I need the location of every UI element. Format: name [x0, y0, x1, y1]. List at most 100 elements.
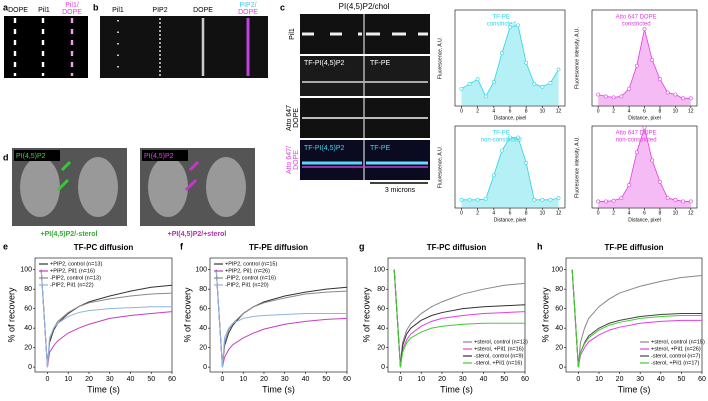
x-tick-label: 10	[540, 108, 546, 114]
y-tick-label: 0	[559, 364, 563, 371]
y-tick-label: 60	[377, 306, 385, 313]
x-axis-label: Time (s)	[87, 384, 120, 394]
annotation: TF-PE	[493, 131, 510, 137]
marker	[673, 197, 678, 202]
x-tick-label: 8	[659, 210, 662, 216]
marker	[475, 77, 480, 82]
y-tick-label: 0	[381, 364, 385, 371]
y-tick-label: 80	[24, 286, 32, 293]
cell	[78, 157, 118, 217]
x-tick-label: 30	[636, 376, 644, 383]
x-tick-label: 12	[556, 210, 562, 216]
x-tick-label: 2	[612, 108, 615, 114]
area	[598, 29, 691, 107]
x-tick-label: 2	[612, 210, 615, 216]
y-tick-label: 100	[551, 267, 563, 274]
y-tick-label: 40	[24, 325, 32, 332]
marker	[475, 197, 480, 202]
x-tick-label: 60	[168, 376, 176, 383]
marker	[650, 58, 655, 62]
y-tick-label: 80	[555, 286, 563, 293]
legend-label: -PIP2, Pil1 (n=22)	[50, 282, 94, 288]
panel-label: c	[280, 2, 285, 12]
marker	[491, 173, 496, 178]
x-tick-label: 4	[628, 108, 631, 114]
x-tick-label: 0	[460, 108, 463, 114]
y-tick-label: 20	[24, 344, 32, 351]
line	[571, 269, 703, 368]
y-tick-label: 20	[199, 344, 207, 351]
y-axis-label: % of recovery	[540, 287, 550, 343]
area	[461, 25, 559, 106]
y-tick-label: 80	[199, 286, 207, 293]
legend-label: -PIP2, Pil1 (n=20)	[225, 282, 269, 288]
y-tick-label: 20	[555, 344, 563, 351]
marker	[459, 86, 464, 91]
marker	[508, 135, 512, 140]
line	[40, 269, 172, 368]
panel-label: h	[537, 241, 543, 251]
marker	[596, 92, 601, 97]
row-label: DOPE	[293, 150, 300, 170]
image-label: DOPE	[62, 9, 82, 16]
x-tick-label: 4	[628, 210, 631, 216]
annotation: Atto 647 DOPE	[616, 131, 657, 137]
inset-label: TF-PE	[370, 145, 391, 152]
legend-label: +sterol, control (n=13)	[474, 339, 528, 345]
chart-title: TF-PC diffusion	[74, 243, 134, 252]
image-label: PIP2/	[239, 2, 256, 9]
x-axis-label: Distance, pixel	[628, 217, 661, 223]
y-tick-label: 80	[377, 286, 385, 293]
line	[393, 269, 525, 368]
x-tick-label: 30	[459, 376, 467, 383]
x-tick-label: 60	[698, 376, 706, 383]
panel-label: a	[3, 2, 9, 12]
y-tick-label: 40	[377, 325, 385, 332]
legend-label: +sterol, +Pil1 (n=26)	[651, 346, 701, 352]
annotation: constricted	[487, 22, 516, 28]
legend-label: +PIP2, control (n=15)	[225, 261, 277, 267]
inset-label: PI(4,5)P2	[16, 153, 46, 160]
marker	[491, 80, 496, 84]
x-tick-label: 6	[509, 210, 512, 216]
micrograph	[300, 14, 430, 54]
line	[215, 269, 348, 368]
x-tick-label: 12	[688, 210, 694, 216]
y-axis-label: Fluorescence intensity, A.U.	[574, 27, 580, 89]
chart-title: TF-PE diffusion	[249, 243, 308, 252]
x-tick-label: 0	[46, 376, 50, 383]
legend-label: -PIP2, control (n=13)	[50, 275, 101, 281]
x-tick-label: 50	[677, 376, 685, 383]
annotation: constricted	[622, 22, 651, 28]
marker	[665, 196, 670, 201]
panel-label: d	[3, 152, 9, 162]
marker	[619, 196, 624, 201]
marker	[516, 135, 520, 140]
marker	[467, 197, 472, 202]
marker	[467, 82, 472, 86]
marker	[524, 60, 529, 65]
x-axis-label: Distance, pixel	[628, 115, 661, 121]
x-tick-label: 10	[595, 376, 603, 383]
y-axis-label: % of recovery	[6, 287, 16, 343]
marker	[540, 197, 545, 202]
caption: +PI(4,5)P2/+sterol	[168, 231, 227, 238]
x-tick-label: 20	[85, 376, 93, 383]
row-label: Pil1	[289, 28, 296, 40]
x-tick-label: 10	[239, 376, 247, 383]
marker	[658, 77, 662, 82]
y-axis-label: % of recovery	[182, 287, 192, 343]
inset-label: TF-PI(4,5)P2	[304, 60, 345, 67]
x-tick-label: 6	[643, 210, 646, 216]
legend-label: +PIP2, Pil1 (n=26)	[225, 268, 270, 274]
inset-box	[142, 150, 188, 161]
image-label: PIP2	[152, 7, 167, 14]
cell	[20, 157, 60, 217]
y-axis-label: Fluorescence intensity, A.U.	[574, 136, 580, 198]
y-tick-label: 0	[28, 364, 32, 371]
x-tick-label: 20	[260, 376, 268, 383]
chart-title: TF-PC diffusion	[427, 243, 487, 252]
image-label: Pil1	[38, 7, 50, 14]
cell	[206, 157, 246, 217]
x-tick-label: 10	[673, 210, 679, 216]
